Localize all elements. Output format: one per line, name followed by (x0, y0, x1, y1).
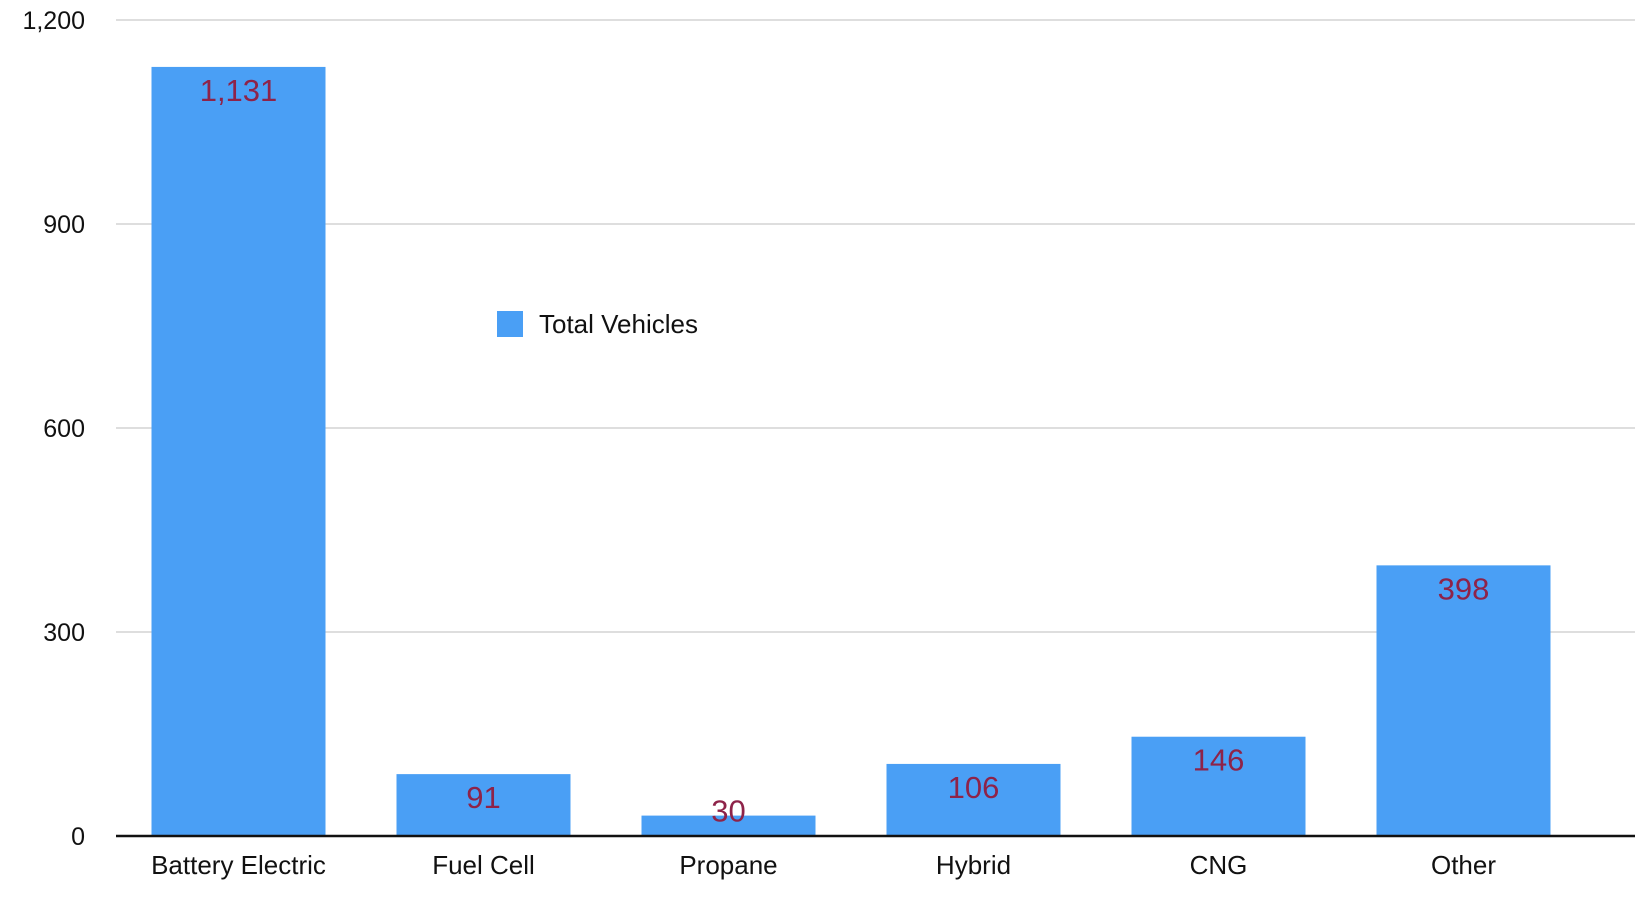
x-tick-label: CNG (1190, 850, 1248, 880)
x-tick-label: Fuel Cell (432, 850, 535, 880)
legend-label: Total Vehicles (539, 309, 698, 339)
bar (1376, 565, 1551, 836)
bar (886, 763, 1061, 836)
y-tick-label: 900 (43, 211, 85, 239)
bar (1131, 736, 1306, 836)
data-label: 398 (1438, 571, 1490, 606)
bar (151, 66, 326, 837)
gridlines (116, 19, 1635, 633)
legend-swatch (497, 311, 523, 337)
data-label: 106 (948, 770, 1000, 805)
y-tick-label: 600 (43, 415, 85, 443)
data-label: 1,131 (200, 73, 278, 108)
x-axis-category-labels: Battery Electric Fuel Cell Propane Hybrid CN… (151, 850, 1496, 880)
bar (641, 815, 816, 836)
data-labels: 1,131 91 30 106 146 398 (200, 73, 1490, 829)
data-label: 91 (466, 780, 500, 815)
x-tick-label: Propane (679, 850, 777, 880)
bars (151, 66, 1551, 837)
bar (396, 774, 571, 836)
data-label: 30 (711, 794, 745, 829)
y-axis-tick-labels: 0 300 600 900 1,200 (22, 7, 85, 851)
y-tick-label: 0 (71, 823, 85, 851)
x-tick-label: Other (1431, 850, 1496, 880)
data-label: 146 (1193, 743, 1245, 778)
legend: Total Vehicles (497, 309, 698, 339)
x-tick-label: Hybrid (936, 850, 1011, 880)
y-tick-label: 300 (43, 619, 85, 647)
y-tick-label: 1,200 (22, 7, 85, 35)
x-tick-label: Battery Electric (151, 850, 326, 880)
